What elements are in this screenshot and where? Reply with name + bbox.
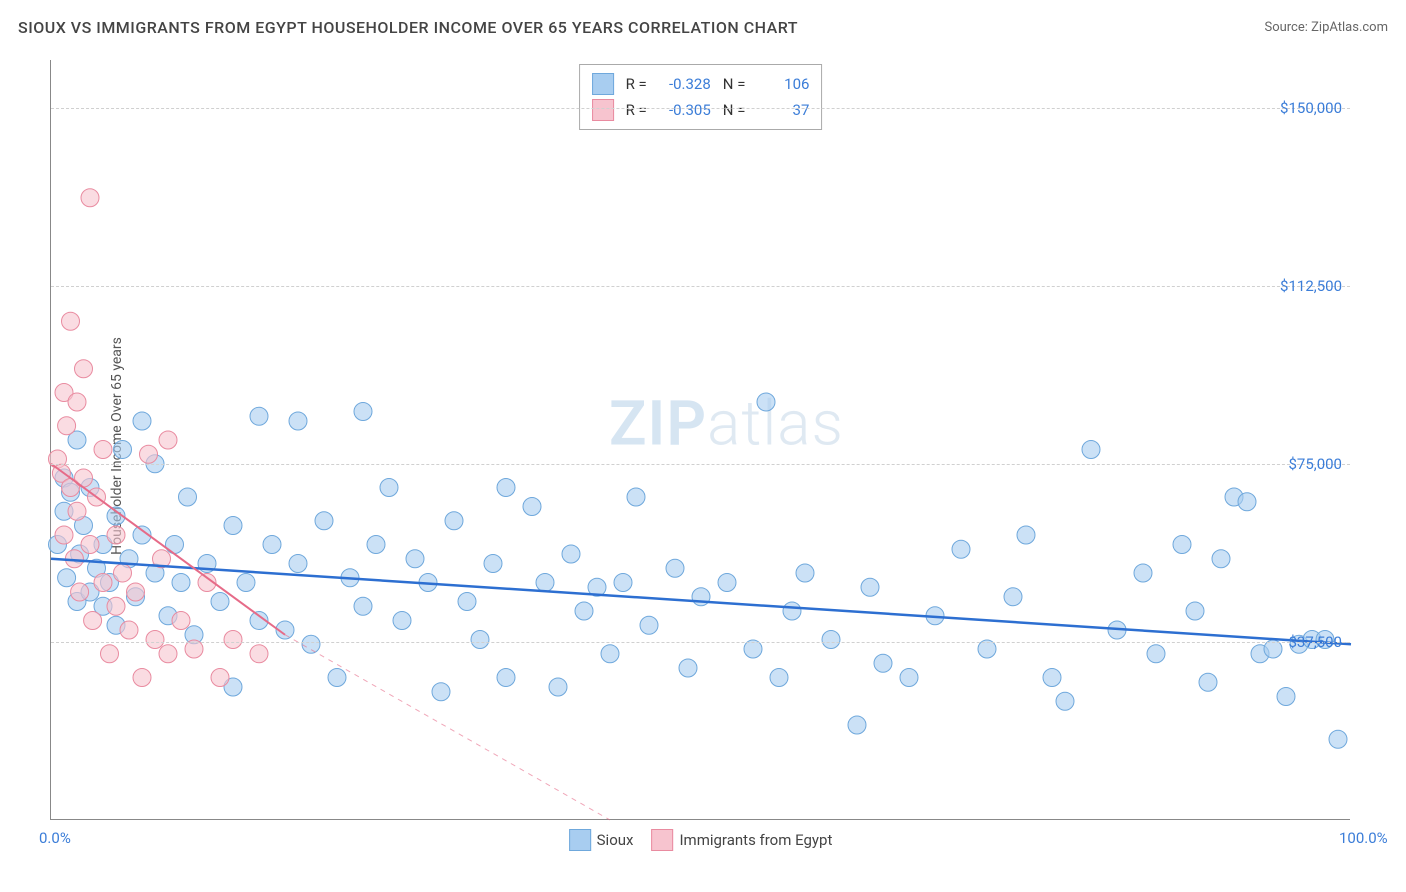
source-link[interactable]: Source: ZipAtlas.com [1264, 20, 1388, 35]
x-tick-label: 100.0% [1339, 829, 1388, 847]
swatch-sioux [592, 73, 614, 95]
chart-plot-area: ZIPatlas R = -0.328 N = 106 R = -0.305 N… [50, 60, 1350, 820]
y-tick-label: $150,000 [1280, 99, 1342, 117]
scatter-svg [51, 60, 1350, 819]
gridline [51, 286, 1350, 287]
correlation-stats-box: R = -0.328 N = 106 R = -0.305 N = 37 [579, 64, 823, 130]
legend: Sioux Immigrants from Egypt [569, 829, 833, 851]
stats-row-sioux: R = -0.328 N = 106 [592, 71, 810, 97]
legend-label-egypt: Immigrants from Egypt [679, 831, 832, 849]
gridline [51, 464, 1350, 465]
stat-r-label: R = [626, 101, 647, 119]
stat-r-label: R = [626, 75, 647, 93]
y-tick-label: $75,000 [1288, 455, 1342, 473]
chart-title: SIOUX VS IMMIGRANTS FROM EGYPT HOUSEHOLD… [18, 18, 798, 37]
gridline [51, 108, 1350, 109]
y-tick-label: $112,500 [1280, 277, 1342, 295]
gridline [51, 642, 1350, 643]
x-tick-label: 0.0% [39, 829, 71, 847]
legend-item-sioux: Sioux [569, 829, 634, 851]
stats-row-egypt: R = -0.305 N = 37 [592, 97, 810, 123]
legend-label-sioux: Sioux [597, 831, 634, 849]
stat-n-label: N = [723, 101, 746, 119]
stat-r-value-egypt: -0.305 [655, 101, 711, 119]
stat-n-value-egypt: 37 [753, 101, 809, 119]
swatch-egypt [592, 99, 614, 121]
stat-r-value-sioux: -0.328 [655, 75, 711, 93]
legend-swatch-egypt [651, 829, 673, 851]
y-tick-label: $37,500 [1288, 633, 1342, 651]
legend-swatch-sioux [569, 829, 591, 851]
stat-n-label: N = [723, 75, 746, 93]
legend-item-egypt: Immigrants from Egypt [651, 829, 832, 851]
stat-n-value-sioux: 106 [753, 75, 809, 93]
